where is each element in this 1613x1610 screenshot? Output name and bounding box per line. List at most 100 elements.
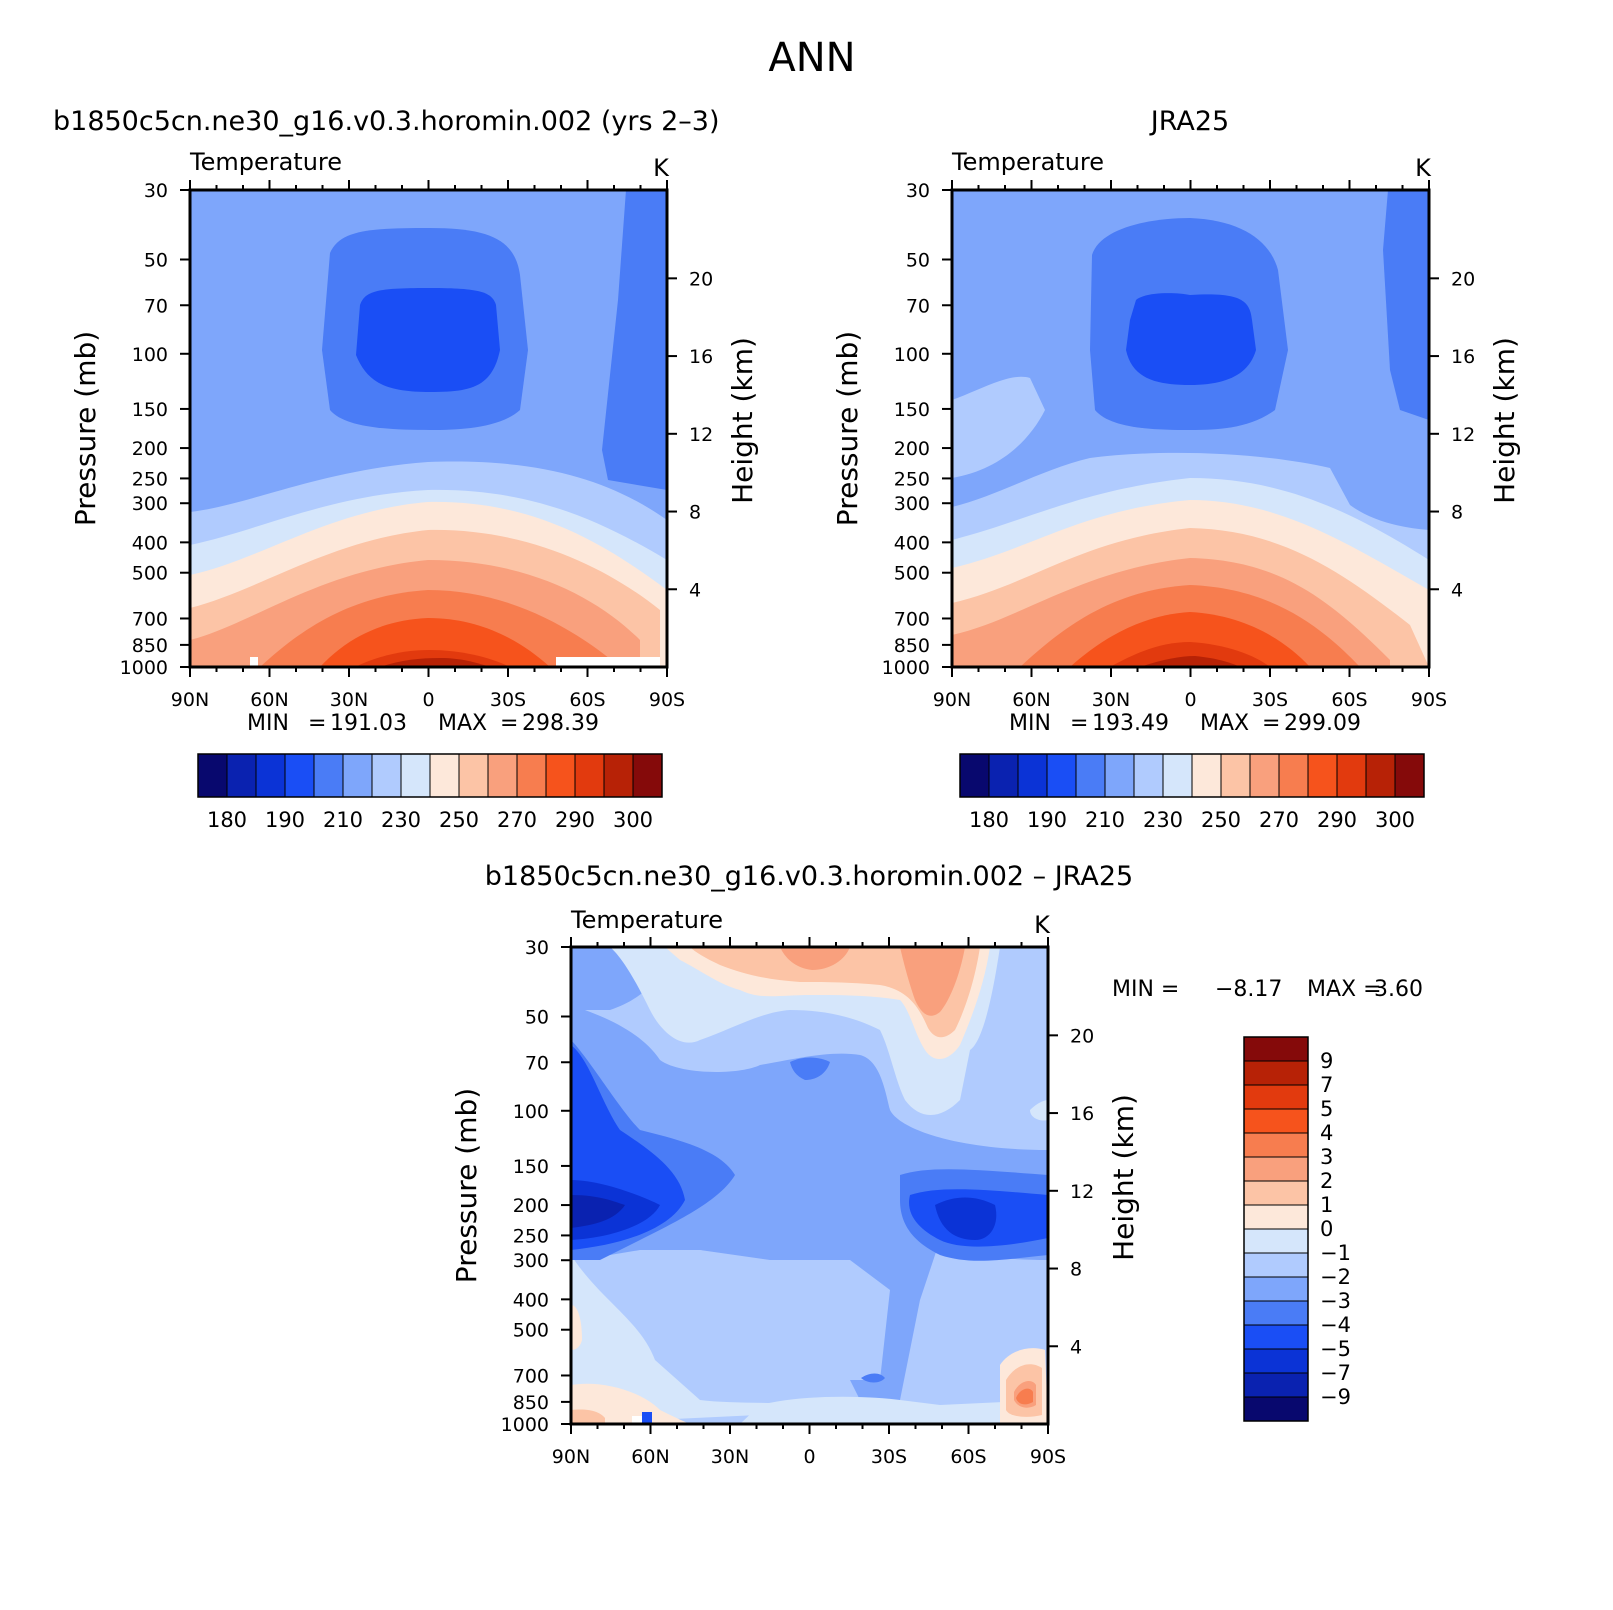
height-tick-label: 20 [689,268,713,290]
colorbar-box [1243,1348,1309,1374]
contour-band-minus2 [571,1005,1048,1400]
colorbar-label: 290 [1317,808,1357,832]
colorbar-label: 0 [1320,1217,1333,1241]
pressure-tick-label: 300 [132,493,168,515]
height-tick-label: 4 [1451,579,1463,601]
latitude-tick-label: 90N [171,689,209,711]
panel-model-left-string: Temperature [189,148,342,176]
colorbar-box [574,753,605,798]
panel-model-colorbar: 180 190 210 230 250 270 290 300 [197,753,663,832]
panel-obs-left-string: Temperature [951,148,1104,176]
colorbar-box [1243,1180,1309,1206]
height-axis-title: Height (km) [726,337,759,504]
contour-band-0 [1030,1100,1048,1121]
colorbar-box [1278,753,1309,798]
colorbar-frame [197,753,663,798]
colorbar-box [1243,1324,1309,1350]
contour-band-minus4 [642,1412,652,1424]
panel-model-max-label: MAX [438,711,487,736]
contour-band-3 [900,947,965,1016]
colorbar-box [1394,753,1425,798]
colorbar-box [197,753,228,798]
pressure-tick-label: 70 [906,295,930,317]
height-tick-label: 16 [1070,1103,1094,1125]
missing-data-patch [632,1416,642,1424]
panel-diff-left-string: Temperature [570,906,723,934]
colorbar-label: 230 [381,808,421,832]
pressure-tick-label: 400 [513,1289,549,1311]
colorbar-box [1075,753,1106,798]
pressure-tick-label: 500 [894,563,930,585]
colorbar-box [632,753,663,798]
latitude-tick-label: 60N [631,1446,669,1468]
panel-model-contours [190,190,667,667]
colorbar-box [1243,1252,1309,1278]
colorbar-label: 180 [207,808,247,832]
colorbar-box [487,753,518,798]
colorbar-label: 180 [969,808,1009,832]
pressure-tick-label: 200 [894,438,930,460]
latitude-tick-label: 90S [1411,689,1447,711]
pressure-tick-label: 1000 [882,657,930,679]
colorbar-label: −9 [1320,1385,1351,1409]
pressure-tick-label: 70 [144,295,168,317]
panel-obs-min-eq: = [1070,711,1088,736]
colorbar-box [1162,753,1193,798]
latitude-tick-label: 0 [803,1446,815,1468]
missing-data-patch [250,657,258,667]
panel-model-min-eq: = [308,711,326,736]
height-tick-label: 8 [1451,502,1463,524]
contour-band-minus3 [790,1057,830,1080]
colorbar-label: −4 [1320,1313,1351,1337]
contour-band-300 [1140,656,1240,667]
panel-obs-colorbar: 180 190 210 230 250 270 290 300 [959,753,1425,832]
pressure-tick-label: 700 [132,608,168,630]
panel-obs-title: JRA25 [1149,106,1229,137]
colorbar-box [1243,1108,1309,1134]
panel-obs-units: K [1415,154,1432,182]
pressure-tick-label: 500 [513,1320,549,1342]
latitude-tick-label: 90N [933,689,971,711]
pressure-axis-title: Pressure (mb) [831,331,864,526]
contour-band-1 [571,1305,582,1350]
panel-model-units: K [653,154,670,182]
panel-obs-contours [952,190,1429,667]
colorbar-box [1017,753,1048,798]
colorbar-label: −3 [1320,1289,1351,1313]
colorbar-box [313,753,344,798]
pressure-tick-label: 30 [906,180,930,202]
pressure-tick-label: 700 [894,608,930,630]
pressure-tick-label: 300 [894,493,930,515]
colorbar-label: 300 [1375,808,1415,832]
colorbar-box [1243,1060,1309,1086]
colorbar-box [1191,753,1222,798]
height-tick-label: 16 [689,346,713,368]
panel-diff-contours [571,947,1048,1424]
height-tick-label: 4 [689,579,701,601]
colorbar-box [1243,1300,1309,1326]
colorbar-label: 190 [1027,808,1067,832]
colorbar-label: 2 [1320,1169,1333,1193]
panel-diff-title: b1850c5cn.ne30_g16.v0.3.horomin.002 – JR… [485,861,1133,892]
colorbar-label: −2 [1320,1265,1351,1289]
panel-obs-max-eq: = [1262,711,1280,736]
pressure-tick-label: 150 [513,1156,549,1178]
pressure-tick-label: 300 [513,1250,549,1272]
colorbar-box [1243,1132,1309,1158]
panel-diff-max-label: MAX = [1307,977,1382,1002]
pressure-axis-title: Pressure (mb) [450,1088,483,1283]
colorbar-box [1307,753,1338,798]
latitude-tick-label: 30N [330,689,368,711]
contour-band-minus1 [571,1250,890,1380]
pressure-tick-label: 30 [144,180,168,202]
page-title: ANN [768,35,855,81]
colorbar-label: 290 [555,808,595,832]
panel-diff-min-label: MIN = [1112,977,1179,1002]
contour-band-minus5 [935,1197,997,1240]
height-tick-label: 20 [1070,1025,1094,1047]
colorbar-label: 250 [1201,808,1241,832]
colorbar-box [458,753,489,798]
